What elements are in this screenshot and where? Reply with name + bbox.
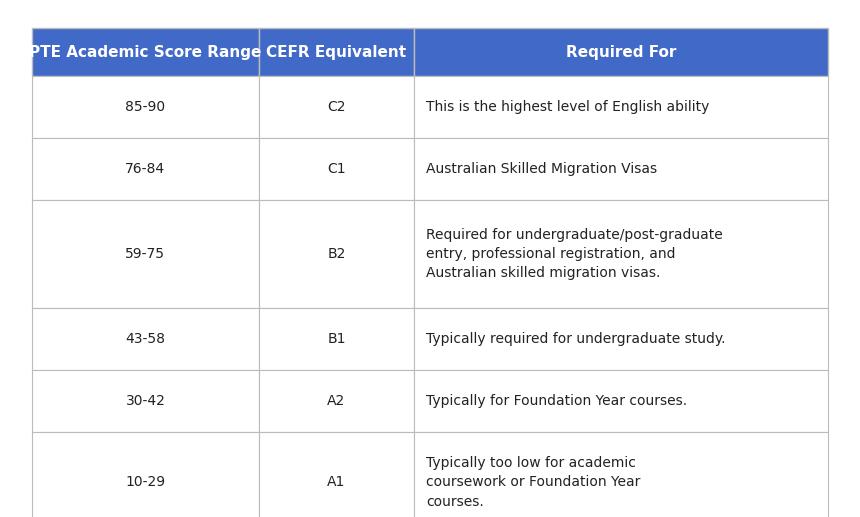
Bar (32, 370, 259, 432)
Bar (414, 308, 828, 370)
Text: 85-90: 85-90 (126, 100, 165, 114)
Text: Required For: Required For (566, 44, 676, 59)
Bar (259, 200, 414, 308)
Text: 10-29: 10-29 (126, 475, 165, 489)
Text: 30-42: 30-42 (126, 394, 165, 408)
Text: C1: C1 (327, 162, 346, 176)
Bar (32, 76, 259, 138)
Text: CEFR Equivalent: CEFR Equivalent (267, 44, 407, 59)
Text: This is the highest level of English ability: This is the highest level of English abi… (426, 100, 710, 114)
Text: 43-58: 43-58 (126, 332, 165, 346)
Bar (414, 370, 828, 432)
Text: Typically for Foundation Year courses.: Typically for Foundation Year courses. (426, 394, 687, 408)
Text: 59-75: 59-75 (126, 247, 165, 261)
Bar (32, 432, 259, 517)
Bar (259, 28, 414, 76)
Bar (414, 138, 828, 200)
Bar (259, 76, 414, 138)
Text: B1: B1 (327, 332, 346, 346)
Bar (32, 200, 259, 308)
Bar (32, 308, 259, 370)
Text: Typically required for undergraduate study.: Typically required for undergraduate stu… (426, 332, 726, 346)
Bar (414, 200, 828, 308)
Bar (414, 28, 828, 76)
Bar (259, 432, 414, 517)
Text: 76-84: 76-84 (126, 162, 165, 176)
Bar (259, 370, 414, 432)
Text: PTE Academic Score Range: PTE Academic Score Range (29, 44, 261, 59)
Bar (259, 308, 414, 370)
Text: Required for undergraduate/post-graduate
entry, professional registration, and
A: Required for undergraduate/post-graduate… (426, 227, 722, 281)
Bar (32, 138, 259, 200)
Bar (32, 28, 259, 76)
Text: C2: C2 (327, 100, 346, 114)
Text: B2: B2 (328, 247, 346, 261)
Text: Australian Skilled Migration Visas: Australian Skilled Migration Visas (426, 162, 657, 176)
Bar (414, 432, 828, 517)
Bar (414, 76, 828, 138)
Text: Typically too low for academic
coursework or Foundation Year
courses.: Typically too low for academic coursewor… (426, 455, 641, 509)
Text: A1: A1 (328, 475, 346, 489)
Bar (259, 138, 414, 200)
Text: A2: A2 (328, 394, 346, 408)
